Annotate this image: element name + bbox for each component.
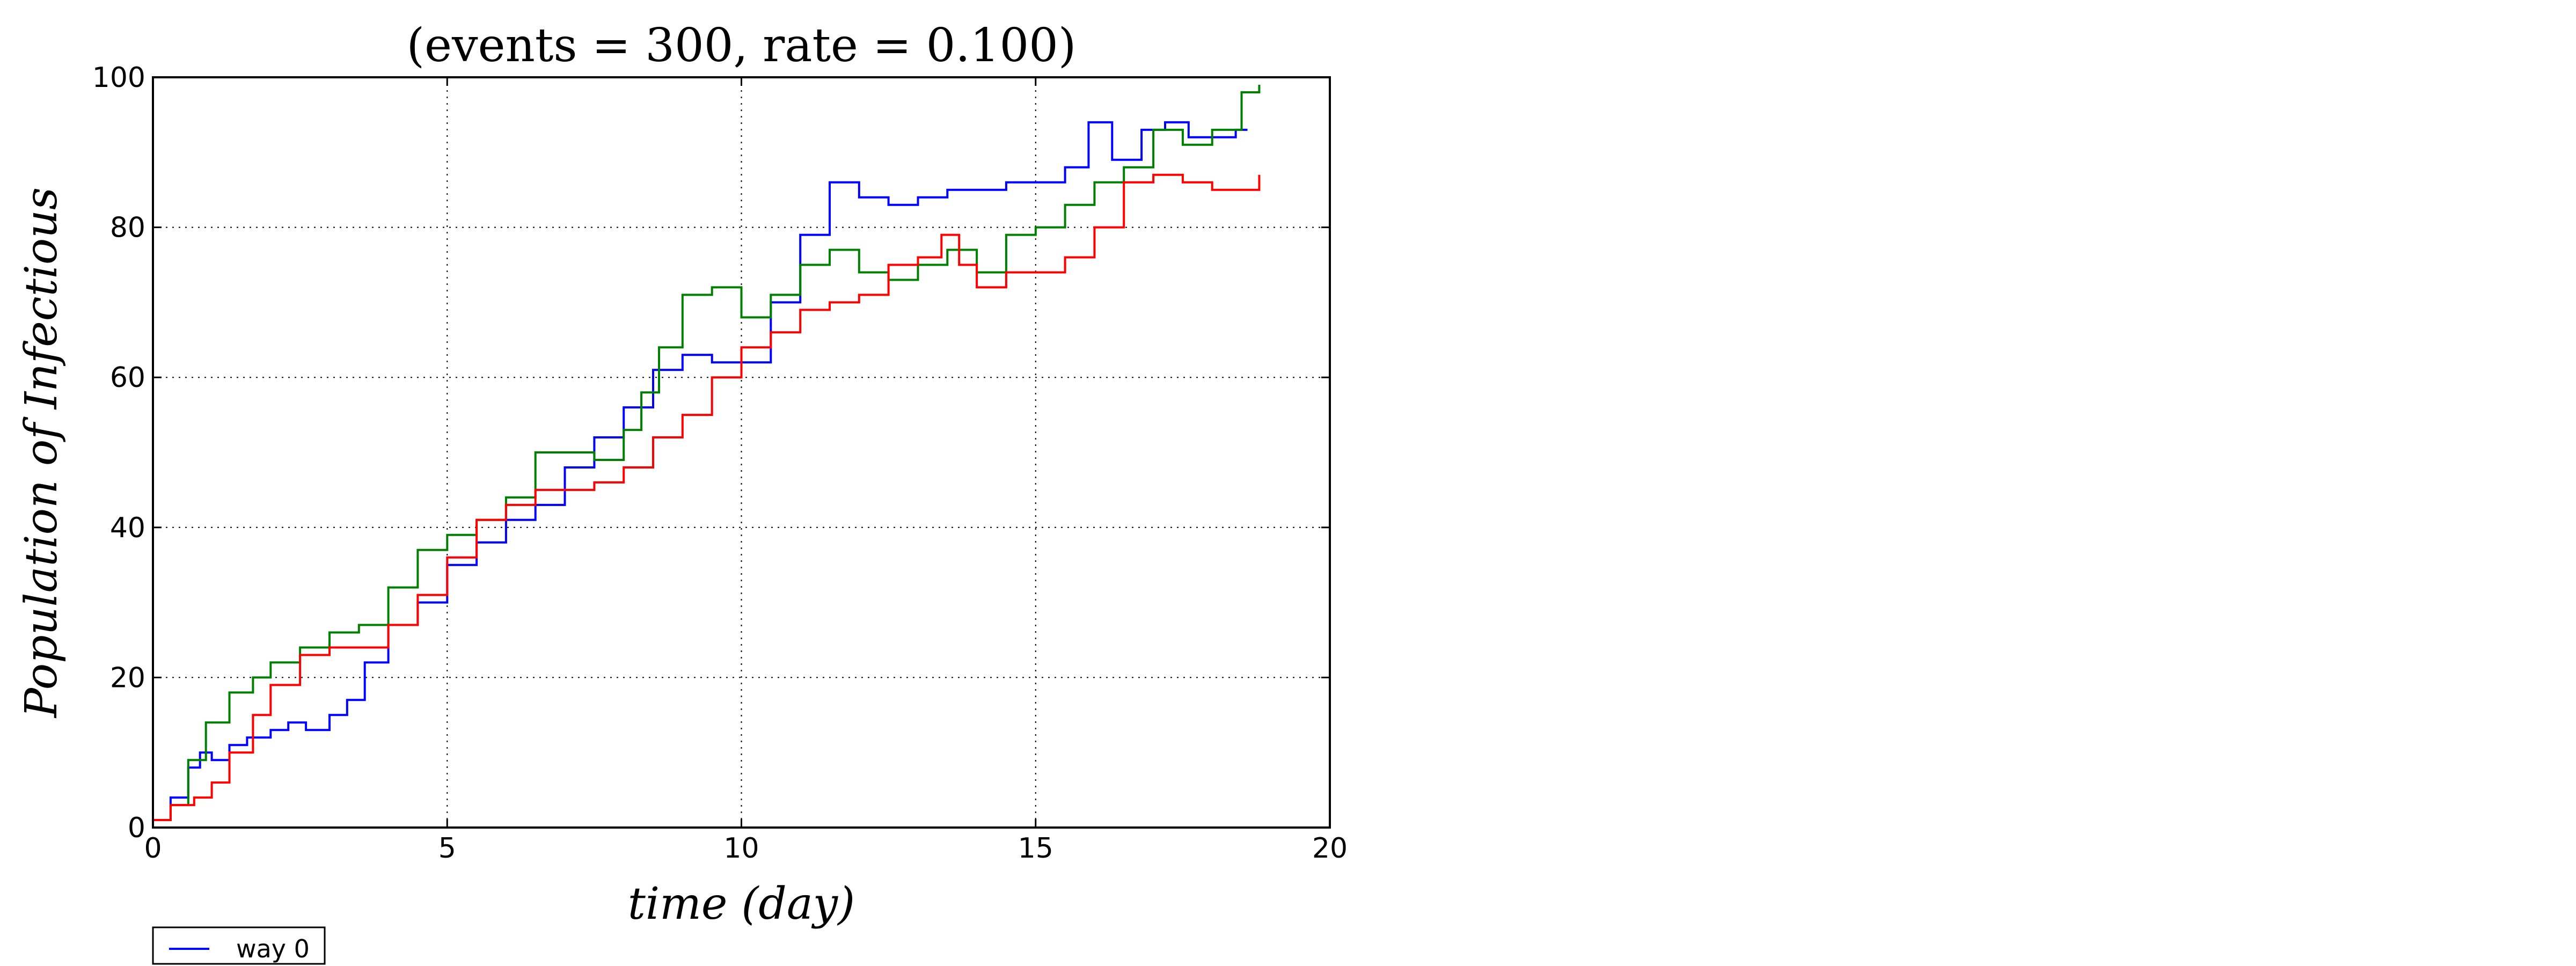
legend-label-way-0: way 0	[236, 934, 310, 963]
series-line-2	[153, 173, 1261, 821]
chart-title: (events = 300, rate = 0.100)	[407, 19, 1077, 72]
y-tick-label: 40	[110, 512, 145, 544]
x-tick-label: 15	[1018, 832, 1053, 865]
x-axis-label: time (day)	[628, 879, 855, 930]
y-tick-label: 0	[128, 812, 145, 844]
series-layer	[153, 85, 1261, 821]
legend-box	[152, 926, 326, 965]
ticks: 0 5 10 15 20 0 20 40 60 80 100	[92, 62, 1348, 865]
y-tick-label: 20	[110, 662, 145, 694]
series-line-0	[153, 121, 1248, 821]
y-tick-label: 80	[110, 212, 145, 244]
x-tick-label: 0	[144, 832, 162, 865]
x-tick-label: 10	[723, 832, 759, 865]
legend: way 0	[152, 926, 326, 965]
x-tick-label: 5	[438, 832, 456, 865]
y-tick-label: 100	[92, 62, 145, 94]
y-tick-label: 60	[110, 362, 145, 394]
y-axis-label: Population of Infectious	[16, 187, 67, 719]
grid-lines	[153, 77, 1330, 828]
x-tick-label: 20	[1312, 832, 1348, 865]
